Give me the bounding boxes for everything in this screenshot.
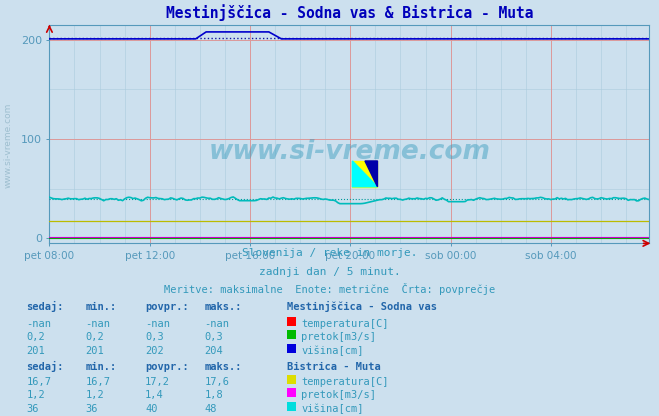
Text: 16,7: 16,7 — [86, 377, 111, 387]
Text: 36: 36 — [86, 404, 98, 414]
Text: -nan: -nan — [204, 319, 229, 329]
Text: -nan: -nan — [26, 319, 51, 329]
Bar — [353, 161, 378, 187]
Text: višina[cm]: višina[cm] — [301, 404, 364, 414]
Text: www.si-vreme.com: www.si-vreme.com — [3, 103, 13, 188]
Text: -nan: -nan — [145, 319, 170, 329]
Text: povpr.:: povpr.: — [145, 302, 188, 312]
Text: 1,2: 1,2 — [26, 390, 45, 400]
Polygon shape — [365, 161, 378, 187]
Text: 1,4: 1,4 — [145, 390, 163, 400]
Text: sedaj:: sedaj: — [26, 301, 64, 312]
Text: temperatura[C]: temperatura[C] — [301, 319, 389, 329]
Text: 204: 204 — [204, 346, 223, 356]
Polygon shape — [353, 161, 378, 187]
Text: 36: 36 — [26, 404, 39, 414]
Text: maks.:: maks.: — [204, 302, 242, 312]
Text: Slovenija / reke in morje.: Slovenija / reke in morje. — [242, 248, 417, 258]
Text: povpr.:: povpr.: — [145, 362, 188, 372]
Text: 0,3: 0,3 — [204, 332, 223, 342]
Text: Bistrica - Muta: Bistrica - Muta — [287, 362, 380, 372]
Text: 201: 201 — [86, 346, 104, 356]
Text: 1,2: 1,2 — [86, 390, 104, 400]
Text: pretok[m3/s]: pretok[m3/s] — [301, 390, 376, 400]
Text: 17,6: 17,6 — [204, 377, 229, 387]
Text: maks.:: maks.: — [204, 362, 242, 372]
Text: -nan: -nan — [86, 319, 111, 329]
Text: 202: 202 — [145, 346, 163, 356]
Text: 0,2: 0,2 — [26, 332, 45, 342]
Text: 16,7: 16,7 — [26, 377, 51, 387]
Text: 17,2: 17,2 — [145, 377, 170, 387]
Text: sedaj:: sedaj: — [26, 361, 64, 372]
Title: Mestinjščica - Sodna vas & Bistrica - Muta: Mestinjščica - Sodna vas & Bistrica - Mu… — [165, 4, 533, 21]
Text: Meritve: maksimalne  Enote: metrične  Črta: povprečje: Meritve: maksimalne Enote: metrične Črta… — [164, 283, 495, 295]
Text: temperatura[C]: temperatura[C] — [301, 377, 389, 387]
Text: višina[cm]: višina[cm] — [301, 345, 364, 356]
Text: 1,8: 1,8 — [204, 390, 223, 400]
Text: 201: 201 — [26, 346, 45, 356]
Text: 0,2: 0,2 — [86, 332, 104, 342]
Text: www.si-vreme.com: www.si-vreme.com — [208, 139, 490, 165]
Text: min.:: min.: — [86, 362, 117, 372]
Text: min.:: min.: — [86, 302, 117, 312]
Text: zadnji dan / 5 minut.: zadnji dan / 5 minut. — [258, 267, 401, 277]
Text: pretok[m3/s]: pretok[m3/s] — [301, 332, 376, 342]
Text: 48: 48 — [204, 404, 217, 414]
Text: 40: 40 — [145, 404, 158, 414]
Text: Mestinjščica - Sodna vas: Mestinjščica - Sodna vas — [287, 301, 437, 312]
Text: 0,3: 0,3 — [145, 332, 163, 342]
